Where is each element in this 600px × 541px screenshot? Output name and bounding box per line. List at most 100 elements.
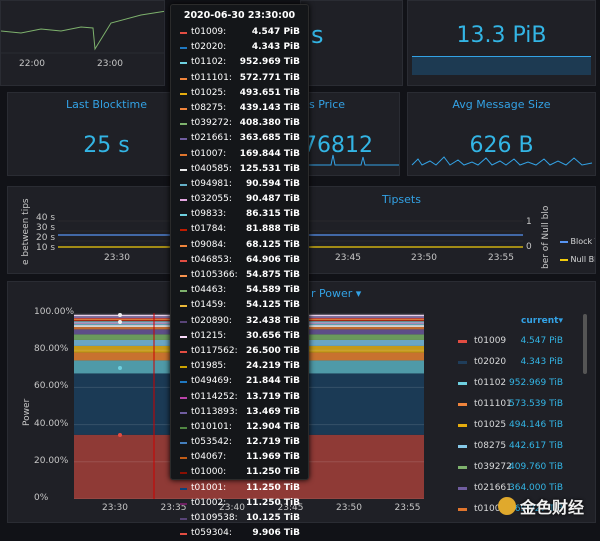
legend-current-header[interactable]: current▾	[521, 316, 563, 326]
power-legend-row[interactable]: t01007 169.927 TiB	[446, 499, 591, 520]
price-panel[interactable]: s Price 76812	[300, 92, 400, 176]
power-x-tick: 23:50	[336, 503, 362, 513]
tooltip-series-name: t04067:	[191, 452, 227, 463]
watermark-logo-icon	[498, 497, 516, 515]
tooltip-series-value: 952.969 TiB	[239, 57, 300, 68]
power-legend-row[interactable]: t02020 4.343 PiB	[446, 352, 591, 373]
tooltip-series-name: t01215:	[191, 330, 227, 341]
tooltip-series-name: t01784:	[191, 224, 227, 235]
series-color-swatch	[180, 62, 187, 65]
tooltip-series-value: 12.904 TiB	[246, 421, 300, 432]
power-legend-row[interactable]: t01102 952.969 TiB	[446, 373, 591, 394]
legend-series-value: 169.927 TiB	[509, 504, 563, 514]
tooltip-series-name: t059304:	[191, 528, 232, 539]
legend-scrollbar[interactable]	[583, 314, 587, 374]
tooltip-series-name: t01459:	[191, 300, 227, 311]
top-mid-stat-panel[interactable]: s	[300, 0, 403, 86]
series-color-swatch	[180, 533, 187, 536]
series-color-swatch	[180, 335, 187, 338]
power-x-tick: 23:40	[219, 503, 245, 513]
tipsets-y-tick: 40 s	[36, 213, 56, 223]
series-color-swatch	[180, 123, 187, 126]
tooltip-series-value: 68.125 TiB	[246, 239, 300, 250]
tooltip-series-name: t0113893:	[191, 406, 238, 417]
legend-swatch	[458, 403, 467, 406]
legend-series-value: 364.000 TiB	[509, 483, 563, 493]
series-color-swatch	[180, 290, 187, 293]
tooltip-row: t01784: 81.888 TiB	[171, 222, 308, 237]
avg-message-size-sparkline	[411, 156, 593, 166]
power-legend-row[interactable]: t011101 573.539 TiB	[446, 394, 591, 415]
series-color-swatch	[180, 366, 187, 369]
tooltip-series-name: t010101:	[191, 421, 232, 432]
legend-swatch	[458, 508, 467, 511]
tooltip-series-value: 26.500 TiB	[246, 345, 300, 356]
tooltip-series-value: 439.143 TiB	[239, 102, 300, 113]
top-graph-line	[1, 10, 164, 54]
top-right-stat-panel[interactable]: 13.3 PiB	[407, 0, 596, 86]
tooltip-series-value: 572.771 TiB	[239, 72, 300, 83]
tooltip-row: t01215: 30.656 TiB	[171, 329, 308, 344]
series-color-swatch	[180, 350, 187, 353]
tooltip-series-name: t01985:	[191, 361, 227, 372]
tooltip-row: t01001: 11.250 TiB	[171, 481, 308, 496]
watermark-text: 金色财经	[520, 498, 585, 517]
power-legend-row[interactable]: t039272 409.760 TiB	[446, 457, 591, 478]
tooltip-series-value: 30.656 TiB	[246, 330, 300, 341]
tooltip-series-value: 4.343 PiB	[251, 42, 300, 53]
series-color-swatch	[180, 259, 187, 262]
top-mid-stat-value: s	[311, 21, 324, 49]
series-color-swatch	[180, 472, 187, 475]
tooltip-series-name: t011101:	[191, 72, 232, 83]
legend-series-value: 4.343 PiB	[520, 357, 563, 367]
power-legend-row[interactable]: t021661 364.000 TiB	[446, 478, 591, 499]
top-graph-panel[interactable]: 22:00 23:00	[0, 0, 165, 86]
tooltip-series-name: t01102:	[191, 57, 227, 68]
power-legend-row[interactable]: t01009 4.547 PiB	[446, 331, 591, 352]
tipsets-y-tick: 30 s	[36, 223, 56, 233]
legend-swatch	[560, 258, 568, 261]
price-sparkline	[301, 154, 399, 166]
power-legend-row[interactable]: t01025 494.146 TiB	[446, 415, 591, 436]
series-color-swatch	[180, 47, 187, 50]
tooltip-series-value: 90.594 TiB	[246, 178, 300, 189]
series-color-swatch	[180, 153, 187, 156]
tooltip-series-name: t0109538:	[191, 513, 238, 523]
tipsets-legend-label: Null Bl	[570, 255, 596, 264]
legend-series-name: t01102	[474, 378, 507, 388]
tipsets-y2-tick: 1	[526, 217, 532, 227]
series-color-swatch	[180, 92, 187, 95]
legend-series-name: t01025	[474, 420, 507, 430]
tipsets-legend-item[interactable]: Block T	[560, 237, 595, 246]
tooltip-series-value: 81.888 TiB	[246, 224, 300, 235]
tooltip-series-name: t049469:	[191, 376, 232, 387]
series-color-swatch	[180, 244, 187, 247]
tooltip-time: 2020-06-30 23:30:00	[183, 10, 296, 21]
power-x-tick: 23:35	[160, 503, 187, 513]
tooltip-series-value: 125.531 TiB	[239, 163, 300, 174]
tipsets-title: Tipsets	[382, 193, 421, 206]
tipsets-legend-item[interactable]: Null Bl	[560, 255, 596, 264]
power-x-tick: 23:30	[102, 503, 128, 513]
series-color-swatch	[180, 396, 187, 399]
avg-message-size-value: 626 B	[469, 133, 534, 158]
chevron-down-icon: ▾	[355, 287, 362, 300]
tooltip-series-name: t040585:	[191, 163, 232, 174]
power-y-tick: 60.00%	[34, 381, 69, 392]
hover-point	[118, 366, 122, 370]
top-graph-x-tick: 22:00	[19, 59, 45, 69]
tooltip-row: t04067: 11.969 TiB	[171, 450, 308, 465]
tooltip-row: t039272: 408.380 TiB	[171, 116, 308, 131]
tooltip-series-value: 11.250 TiB	[246, 482, 300, 493]
tooltip-series-value: 408.380 TiB	[239, 118, 300, 129]
series-color-swatch	[180, 107, 187, 110]
series-color-swatch	[180, 138, 187, 141]
power-title-text: r Power	[311, 287, 353, 300]
price-title: s Price	[309, 98, 346, 111]
power-legend-row[interactable]: t08275 442.617 TiB	[446, 436, 591, 457]
tooltip-series-value: 493.651 TiB	[239, 87, 300, 98]
tooltip-row: t01000: 11.250 TiB	[171, 465, 308, 480]
power-title[interactable]: r Power ▾	[311, 287, 361, 300]
tooltip-series-name: t01001:	[191, 482, 227, 493]
avg-message-size-panel[interactable]: Avg Message Size 626 B	[407, 92, 596, 176]
